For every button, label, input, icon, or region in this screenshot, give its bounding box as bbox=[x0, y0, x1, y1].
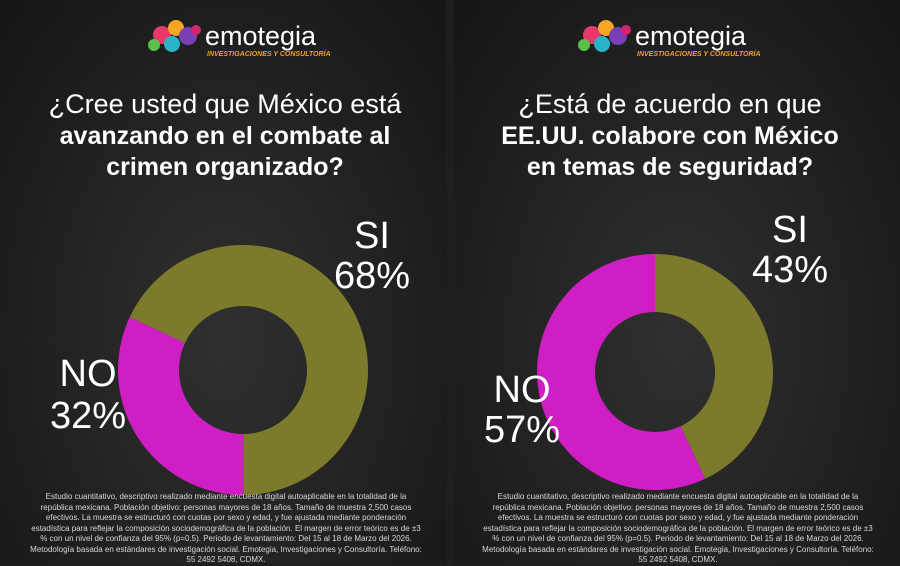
brand-name: emotegia bbox=[205, 21, 317, 51]
donut-segment bbox=[129, 245, 369, 495]
donut-segment bbox=[117, 317, 244, 495]
category-label: SI bbox=[354, 215, 390, 257]
footnote: Estudio cuantitativo, descriptivo realiz… bbox=[482, 492, 874, 564]
category-label: SI bbox=[772, 209, 808, 251]
brand-tagline: INVESTIGACIONES Y CONSULTORÍA bbox=[637, 49, 761, 58]
chart-title: avanzando en el combate al bbox=[60, 122, 391, 150]
chart-title: ¿Está de acuerdo en que bbox=[518, 89, 821, 119]
value-label: 43% bbox=[752, 249, 828, 291]
chart-title: en temas de seguridad? bbox=[527, 153, 813, 181]
value-label: 68% bbox=[334, 255, 410, 297]
donut-segment bbox=[655, 254, 773, 479]
chart-title: ¿Cree usted que México está bbox=[49, 89, 403, 119]
chart-title: EE.UU. colabore con México bbox=[501, 122, 839, 150]
value-label: 32% bbox=[50, 395, 126, 437]
value-label: 57% bbox=[484, 409, 560, 451]
logo-icon bbox=[148, 20, 631, 52]
category-label: NO bbox=[60, 353, 117, 395]
footnote: Estudio cuantitativo, descriptivo realiz… bbox=[30, 492, 422, 564]
brand-name: emotegia bbox=[635, 21, 747, 51]
donut-segment bbox=[536, 254, 706, 491]
category-label: NO bbox=[494, 369, 551, 411]
brand-tagline: INVESTIGACIONES Y CONSULTORÍA bbox=[207, 49, 331, 58]
chart-title: crimen organizado? bbox=[106, 153, 344, 181]
